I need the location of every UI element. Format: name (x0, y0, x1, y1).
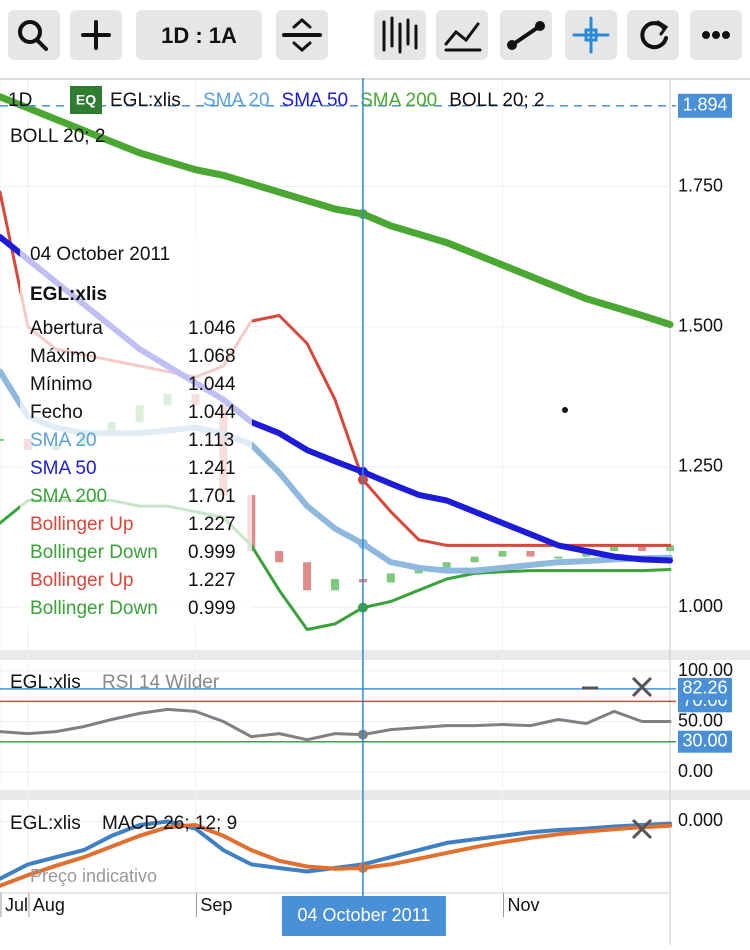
tooltip-value: 1.044 (188, 402, 236, 423)
candle (638, 545, 647, 551)
tooltip-value: 1.241 (188, 458, 236, 479)
rsi-name: RSI 14 Wilder (102, 672, 220, 693)
tooltip-label: Bollinger Up (30, 514, 134, 535)
x-tick-label: Aug (33, 895, 65, 915)
tooltip-value: 1.227 (188, 514, 236, 535)
period-label: 1D : 1A (161, 23, 237, 48)
tooltip-box (20, 235, 252, 625)
separator (0, 650, 750, 660)
candle (0, 438, 4, 441)
tooltip-value: 1.068 (188, 346, 236, 367)
tooltip-symbol: EGL:xlis (30, 284, 107, 305)
tooltip-label: Mínimo (30, 374, 92, 395)
last-price-tag (678, 93, 732, 118)
y-tick-label: 1.250 (678, 456, 723, 476)
legend-entry: SMA 50 (282, 90, 349, 111)
macd-symbol: EGL:xlis (10, 813, 81, 834)
candle (554, 556, 563, 559)
legend-entry: SMA 20 (203, 90, 270, 111)
tooltip-date: 04 October 2011 (30, 244, 170, 265)
tooltip-label: SMA 200 (30, 486, 107, 507)
y-tick-label: 1.500 (678, 315, 723, 335)
candle (303, 562, 312, 591)
candle (470, 556, 479, 563)
rsi-line (0, 707, 672, 742)
badge-box (70, 86, 102, 114)
tooltip-label: Bollinger Up (30, 570, 134, 591)
remove-icon (631, 818, 653, 840)
tooltip-label: SMA 50 (30, 458, 97, 479)
level-label: 82.26 (682, 678, 727, 698)
refresh-button[interactable] (627, 10, 679, 60)
tooltip-label: SMA 20 (30, 430, 97, 451)
level-tag (678, 730, 732, 753)
x-tick-label: Nov (508, 895, 540, 915)
crosshair-tag (281, 896, 446, 936)
candle (610, 545, 619, 551)
search-button[interactable] (8, 10, 60, 60)
y-tick-label: 1.750 (678, 175, 723, 195)
x-tick-label: Jul (5, 895, 28, 915)
candle (386, 573, 395, 583)
candle (526, 550, 535, 557)
legend-entry: BOLL 20; 2 (10, 126, 105, 147)
last-price-label: 1.894 (682, 95, 727, 115)
macd-name: MACD 26; 12; 9 (102, 813, 237, 834)
y-tick-label: 0.000 (678, 810, 723, 830)
legend-entry: SMA 200 (360, 90, 437, 111)
interval-label: 1D (8, 90, 32, 111)
legend-symbol: EGL:xlis (110, 90, 181, 111)
tooltip-value: 1.227 (188, 570, 236, 591)
y-tick-label: 1.000 (678, 596, 723, 616)
tooltip-label: Máximo (30, 346, 97, 367)
y-tick-label: 0.00 (678, 761, 713, 781)
remove-icon (582, 676, 653, 698)
period-button[interactable] (136, 10, 262, 60)
level-tag (678, 677, 732, 700)
candle (498, 550, 507, 557)
chart-layer: 1.000 1.250 1.500 1.750 1.894 1D EQ EGL:xlis SMA… (0, 78, 733, 936)
macd-line (0, 823, 672, 888)
candle (331, 579, 339, 591)
separator (0, 78, 750, 80)
tooltip-label: Bollinger Down (30, 542, 158, 563)
tooltip-value: 1.113 (188, 430, 234, 451)
tooltip-value: 1.046 (188, 318, 236, 339)
tooltip-label: Abertura (30, 318, 103, 339)
candle (666, 545, 674, 551)
badge-label: EQ (76, 92, 96, 108)
candle (275, 550, 284, 563)
level-label: 30.00 (682, 730, 727, 750)
stray-dot (562, 407, 568, 413)
tooltip-value: 0.999 (188, 598, 236, 619)
toolbar-buttons (8, 10, 742, 60)
y-tick-label: 50.00 (678, 710, 723, 730)
y-tick-label: 100.00 (678, 660, 733, 680)
toolbar-icons (18, 16, 730, 54)
legend-entry: BOLL 20; 2 (449, 90, 544, 111)
separator (0, 790, 750, 800)
tooltip-label: Fecho (30, 402, 83, 423)
x-tick-label: Sep (200, 895, 232, 915)
tooltip-label: Bollinger Down (30, 598, 158, 619)
tooltip-value: 1.044 (188, 374, 236, 395)
tooltip-value: 0.999 (188, 542, 236, 563)
crosshair-label: 04 October 2011 (298, 905, 431, 925)
candle (442, 562, 451, 568)
sma-line (0, 93, 674, 328)
note: Preço indicativo (30, 866, 157, 886)
rsi-symbol: EGL:xlis (10, 672, 81, 693)
tooltip-value: 1.701 (188, 486, 236, 507)
